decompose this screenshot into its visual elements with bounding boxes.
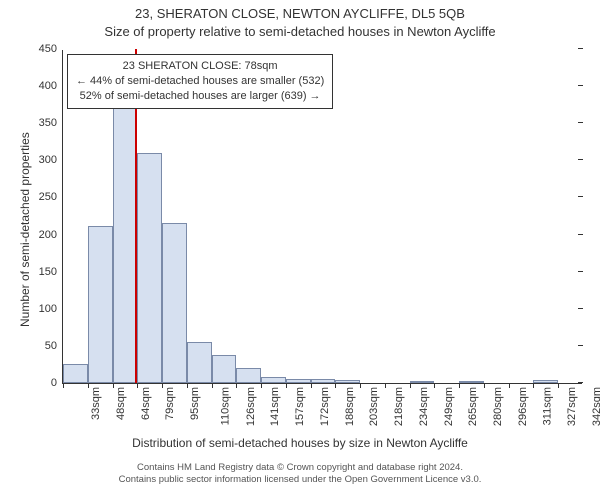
x-tick-label: 33sqm: [90, 387, 102, 420]
histogram-bar: [311, 379, 336, 383]
x-tick-mark: [236, 383, 237, 388]
y-tick-mark: [578, 345, 583, 346]
x-tick-mark: [360, 383, 361, 388]
histogram-bar: [335, 380, 360, 383]
footer-line-2: Contains public sector information licen…: [0, 474, 600, 486]
annotation-line: 23 SHERATON CLOSE: 78sqm: [76, 59, 324, 74]
x-tick-label: 141sqm: [269, 387, 281, 426]
y-tick-mark: [578, 48, 583, 49]
x-axis-label: Distribution of semi-detached houses by …: [0, 436, 600, 450]
y-tick-label: 350: [39, 117, 63, 129]
x-tick-mark: [113, 383, 114, 388]
y-tick-mark: [578, 122, 583, 123]
x-tick-mark: [162, 383, 163, 388]
x-tick-mark: [533, 383, 534, 388]
y-tick-label: 450: [39, 43, 63, 55]
y-tick-label: 250: [39, 191, 63, 203]
x-tick-label: 296sqm: [517, 387, 529, 426]
y-tick-label: 0: [51, 377, 63, 389]
footer-line-1: Contains HM Land Registry data © Crown c…: [0, 462, 600, 474]
x-tick-mark: [385, 383, 386, 388]
histogram-bar: [459, 381, 484, 383]
x-tick-label: 280sqm: [492, 387, 504, 426]
annotation-line: 52% of semi-detached houses are larger (…: [76, 89, 324, 104]
histogram-bar: [410, 381, 435, 383]
x-tick-label: 188sqm: [344, 387, 356, 426]
histogram-bar: [212, 355, 237, 383]
histogram-chart: 23, SHERATON CLOSE, NEWTON AYCLIFFE, DL5…: [0, 0, 600, 500]
annotation-box: 23 SHERATON CLOSE: 78sqm← 44% of semi-de…: [67, 54, 333, 109]
x-tick-label: 79sqm: [164, 387, 176, 420]
chart-title: 23, SHERATON CLOSE, NEWTON AYCLIFFE, DL5…: [0, 6, 600, 21]
histogram-bar: [113, 102, 138, 383]
y-tick-mark: [578, 159, 583, 160]
y-tick-mark: [578, 196, 583, 197]
x-tick-mark: [335, 383, 336, 388]
y-axis-label: Number of semi-detached properties: [18, 132, 32, 327]
annotation-line: ← 44% of semi-detached houses are smalle…: [76, 74, 324, 89]
histogram-bar: [137, 153, 162, 383]
x-tick-mark: [311, 383, 312, 388]
x-tick-mark: [509, 383, 510, 388]
x-tick-label: 249sqm: [443, 387, 455, 426]
y-tick-label: 200: [39, 229, 63, 241]
y-tick-mark: [578, 85, 583, 86]
x-tick-mark: [434, 383, 435, 388]
x-tick-label: 110sqm: [219, 387, 231, 425]
y-tick-label: 150: [39, 266, 63, 278]
x-tick-label: 234sqm: [418, 387, 430, 426]
y-tick-mark: [578, 234, 583, 235]
x-tick-label: 342sqm: [591, 387, 600, 426]
x-tick-label: 265sqm: [468, 387, 480, 426]
x-tick-mark: [484, 383, 485, 388]
x-tick-label: 48sqm: [115, 387, 127, 420]
x-tick-mark: [63, 383, 64, 388]
histogram-bar: [162, 223, 187, 383]
y-tick-mark: [578, 308, 583, 309]
y-tick-label: 400: [39, 80, 63, 92]
x-tick-label: 203sqm: [369, 387, 381, 426]
x-tick-mark: [212, 383, 213, 388]
histogram-bar: [286, 379, 311, 383]
x-tick-mark: [187, 383, 188, 388]
histogram-bar: [63, 364, 88, 383]
x-tick-mark: [261, 383, 262, 388]
plot-area: 05010015020025030035040045033sqm48sqm64s…: [62, 50, 582, 384]
histogram-bar: [187, 342, 212, 383]
x-tick-mark: [88, 383, 89, 388]
histogram-bar: [88, 226, 113, 383]
x-tick-mark: [286, 383, 287, 388]
x-tick-label: 95sqm: [189, 387, 201, 420]
x-tick-mark: [459, 383, 460, 388]
x-tick-label: 172sqm: [319, 387, 331, 426]
histogram-bar: [236, 368, 261, 383]
y-tick-label: 50: [45, 340, 63, 352]
x-tick-label: 327sqm: [567, 387, 579, 426]
x-tick-label: 157sqm: [294, 387, 306, 426]
y-tick-mark: [578, 271, 583, 272]
histogram-bar: [261, 377, 286, 383]
x-tick-mark: [410, 383, 411, 388]
x-tick-label: 311sqm: [541, 387, 553, 425]
x-tick-mark: [558, 383, 559, 388]
chart-footer: Contains HM Land Registry data © Crown c…: [0, 462, 600, 487]
y-tick-label: 100: [39, 303, 63, 315]
x-tick-label: 126sqm: [245, 387, 257, 426]
x-tick-mark: [137, 383, 138, 388]
y-tick-mark: [578, 382, 583, 383]
chart-subtitle: Size of property relative to semi-detach…: [0, 24, 600, 39]
histogram-bar: [533, 380, 558, 383]
y-tick-label: 300: [39, 154, 63, 166]
x-tick-label: 64sqm: [140, 387, 152, 420]
x-tick-label: 218sqm: [393, 387, 405, 426]
